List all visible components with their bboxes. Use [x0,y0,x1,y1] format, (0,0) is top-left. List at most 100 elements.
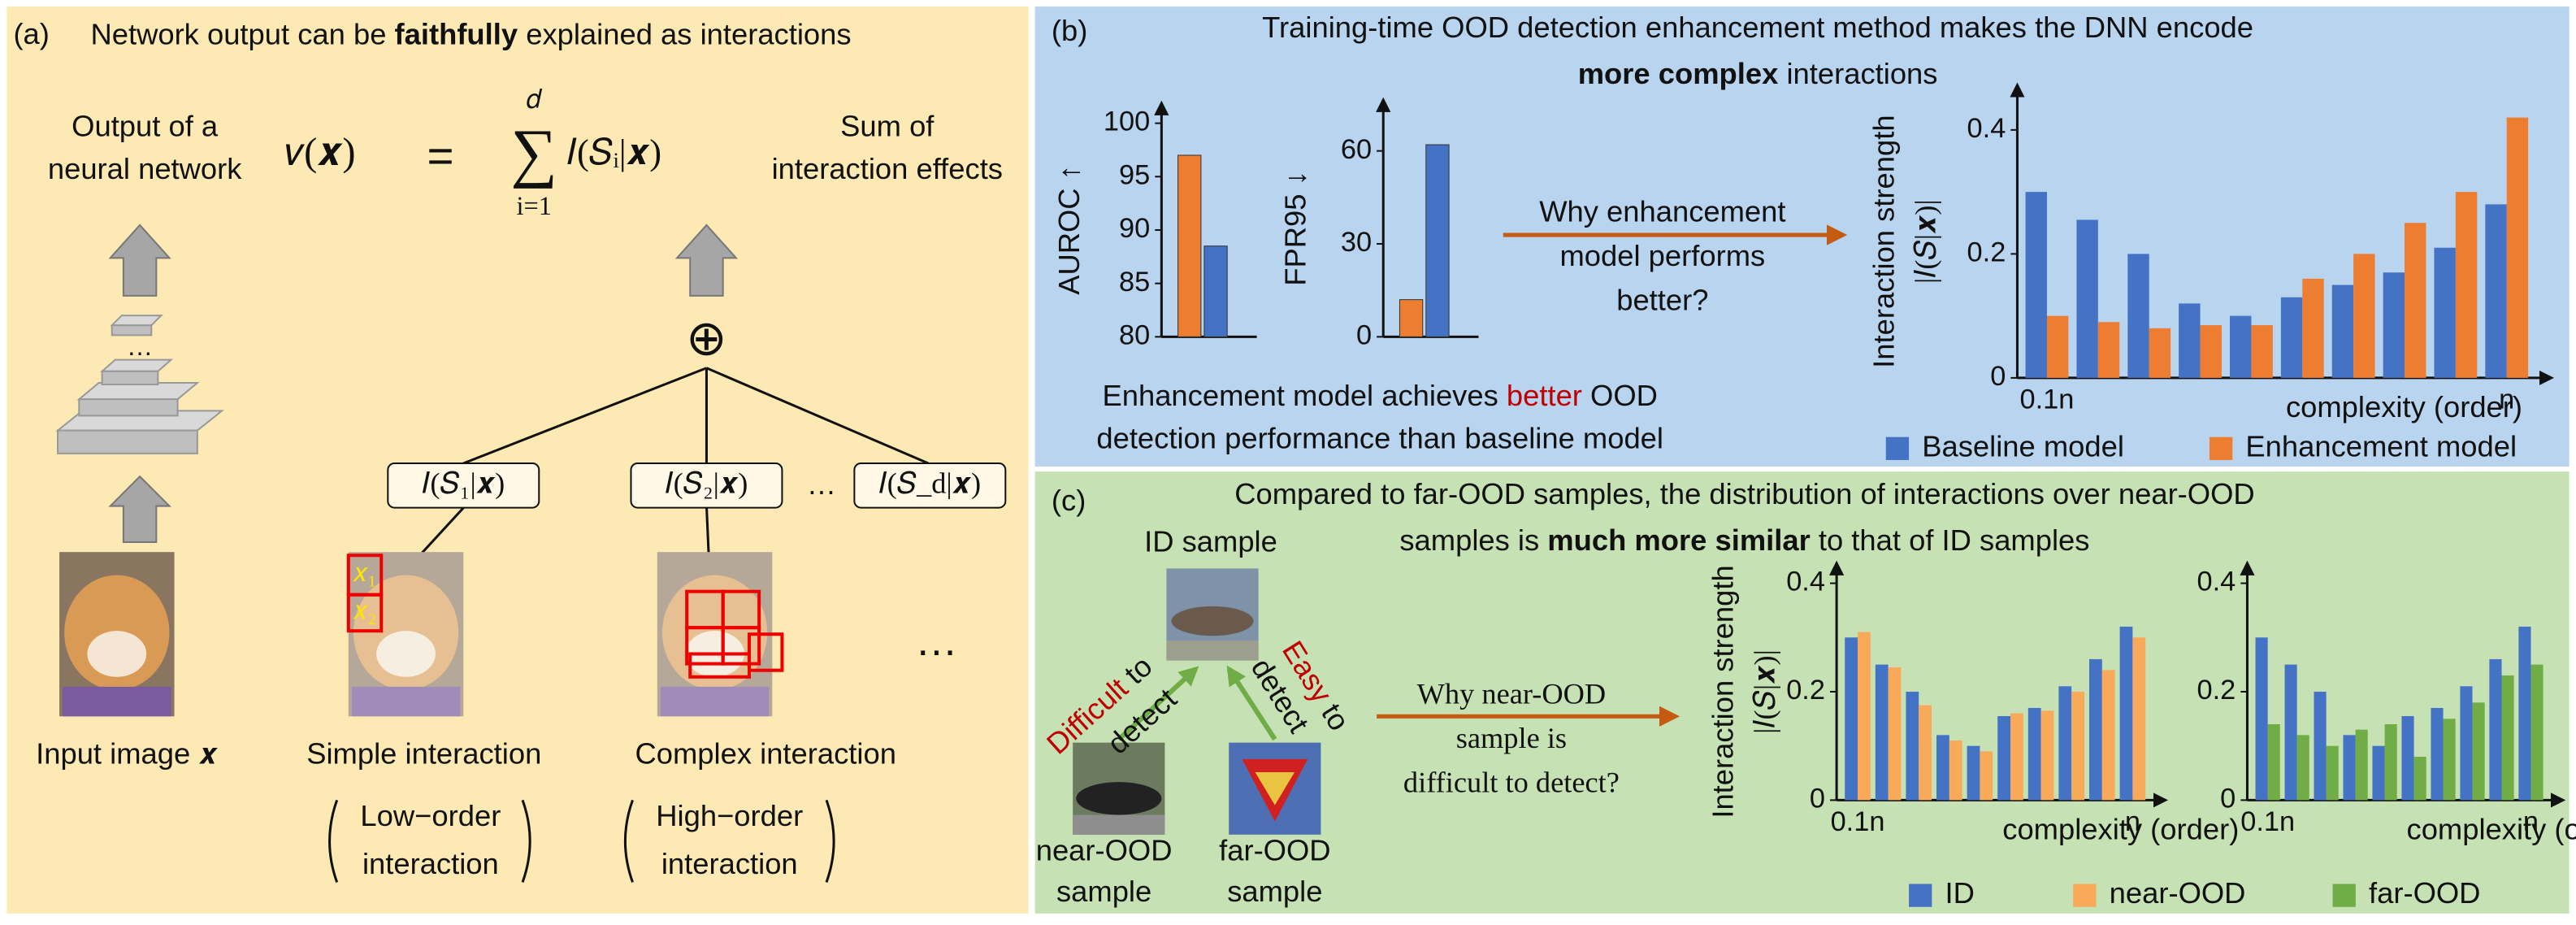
caption-part: OOD [1582,379,1658,412]
up-arrow [108,475,171,544]
x-tick-label: 0.1n [2020,384,2075,415]
oplus: ⊕ [686,310,727,365]
bar [2088,658,2102,801]
dog-image [657,552,784,717]
interaction-box [387,462,540,509]
bar [1399,299,1424,337]
y-tick-label: 0.4 [1786,567,1825,597]
panel-label: (a) [13,17,49,50]
bar [1203,245,1228,337]
bar [1949,740,1962,801]
bar [1425,144,1450,337]
y-tick-label: 85 [1119,267,1150,297]
y-tick-label: 0.2 [1967,237,2006,267]
caption: detection performance than baseline mode… [1096,421,1663,454]
bar [2119,626,2133,801]
dog-image [59,552,175,717]
bar [1997,715,2010,801]
panel-a-bg [7,7,1029,914]
caption: Enhancement model achieves better OOD [1102,379,1657,412]
bar [2506,117,2529,378]
panel-title: samples is much more similar to that of … [1399,523,2089,557]
y-axis-label: AUROC ↑ [1052,165,1086,295]
title-part: samples is [1399,523,1547,557]
bar [2149,328,2171,378]
bar [1875,664,1889,801]
box-label: 𝐼(𝑆₁|𝒙) [422,467,505,500]
caption: Complex interaction [635,736,896,770]
bar [2127,254,2149,378]
sample-label: sample [1227,875,1322,908]
legend-swatch [1909,884,1932,907]
bar [2530,664,2543,801]
bar [2401,715,2414,801]
y-axis-label: Interaction strength [1706,565,1739,818]
bar [2314,691,2327,801]
title-bold: much more similar [1547,523,1810,557]
panel-title: Network output can be faithfully explain… [90,17,851,50]
box-label: 𝐼(𝑆₂|𝒙) [665,467,748,500]
car-image [1073,742,1165,835]
sum-label: interaction effects [772,152,1003,185]
interaction-box [853,462,1007,509]
y-tick-label: 0.2 [1786,675,1825,706]
sum-term: 𝐼(𝑆ᵢ|𝒙) [567,132,661,172]
legend-swatch [2073,884,2097,907]
bar [2101,670,2115,801]
y-axis-label: Interaction strength [1867,115,1900,367]
bar [2097,322,2120,378]
bar [2405,223,2426,378]
paren [825,799,835,883]
bar [1858,632,1871,801]
bar [2179,303,2201,378]
bar [2251,325,2273,378]
title-part: explained as interactions [518,17,851,50]
bar [1980,751,1993,801]
title-part: Network output can be [90,17,394,50]
panel-title: more complex interactions [1578,57,1938,90]
arrow [1117,666,1199,741]
bar [2331,284,2354,378]
title-part: to that of ID samples [1811,523,2090,557]
x-tick-label: 0.1n [1831,806,1885,837]
bar [2501,675,2514,801]
title-bold: more complex [1578,57,1779,90]
y-tick-label: 0.2 [2197,675,2236,706]
bar [2280,297,2303,378]
bar [2455,192,2478,378]
box-label: 𝐼(𝑆_d|𝒙) [879,467,982,500]
y-axis-label: FPR95 ↓ [1279,171,1312,286]
bar [2302,278,2324,378]
paren [328,799,339,883]
panel-title: Compared to far-OOD samples, the distrib… [1234,477,2254,510]
bar [2383,272,2405,378]
y-tick-label: 0.4 [2197,567,2236,597]
bar [2489,658,2502,801]
x-axis-label: complexity (order) [2002,812,2239,845]
bar [2434,247,2456,378]
legend-swatch [1885,436,1910,460]
equals: = [427,130,453,181]
patch-label: 𝑥₂ [353,595,376,624]
x-axis-label: complexity (order) [2286,390,2522,423]
bar [2025,192,2047,378]
order-label: interaction [661,847,798,880]
output-symbol: 𝑣(𝒙) [285,131,355,174]
y-tick-label: 80 [1119,319,1150,350]
bar [1967,745,1980,801]
sum-bottom: i=1 [517,191,552,220]
image-ellipsis: … [915,617,958,665]
y-tick-label: 100 [1104,106,1150,137]
sample-label: near-OOD [1036,834,1173,867]
y-tick-label: 90 [1119,213,1150,244]
y-axis-label: |𝐼(𝑆|𝒙)| [1749,649,1781,734]
bar [2472,702,2485,801]
question: model performs [1560,239,1766,272]
bar [2353,254,2375,378]
caption: Simple interaction [306,736,541,770]
bar [1888,667,1902,801]
up-arrow [674,224,739,297]
output-label: Output of a [72,109,219,142]
panel-label: (b) [1052,14,1087,47]
